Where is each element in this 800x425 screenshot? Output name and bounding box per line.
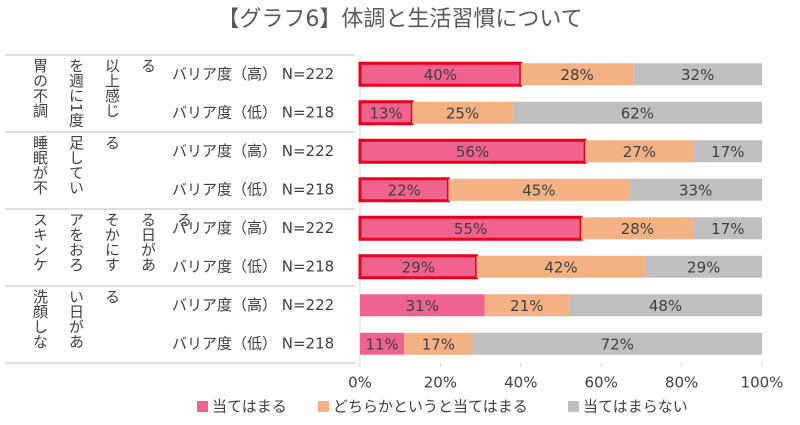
bar <box>360 332 405 355</box>
y-tick-label: バリア度（高） N=222 <box>172 142 334 160</box>
bar <box>476 255 646 278</box>
legend-label: 当てはまる <box>212 398 287 416</box>
x-tick-label: 20% <box>424 374 457 392</box>
value-label: 22% <box>388 181 421 199</box>
legend-label: どちらかというと当てはまる <box>333 398 528 416</box>
value-label: 17% <box>711 143 744 161</box>
value-label: 32% <box>681 66 714 84</box>
bar <box>693 140 762 163</box>
y-tick-label: バリア度（高） N=222 <box>172 65 334 83</box>
y-tick-label: バリア度（高） N=222 <box>172 296 334 314</box>
value-label: 40% <box>424 66 457 84</box>
bar <box>484 294 570 317</box>
bar <box>512 101 762 124</box>
value-label: 25% <box>446 104 479 122</box>
bar <box>448 178 630 201</box>
value-label: 33% <box>679 181 712 199</box>
value-label: 45% <box>522 181 555 199</box>
y-tick-label: バリア度（高） N=222 <box>172 219 334 237</box>
value-label: 31% <box>406 297 439 315</box>
value-label: 28% <box>560 66 593 84</box>
bar <box>412 101 513 124</box>
value-label: 13% <box>369 104 402 122</box>
value-label: 42% <box>544 258 577 276</box>
bar <box>693 217 762 240</box>
legend-swatch <box>197 401 208 412</box>
bar <box>633 63 762 86</box>
value-label: 29% <box>402 258 435 276</box>
x-tick-label: 60% <box>585 374 618 392</box>
legend-swatch <box>318 401 329 412</box>
bar <box>629 178 762 201</box>
bar <box>569 294 762 317</box>
group-label: 睡眠が不足している <box>31 135 121 195</box>
legend-label: 当てはまらない <box>583 398 688 416</box>
y-tick-label: バリア度（低） N=218 <box>172 180 334 198</box>
value-label: 27% <box>623 143 656 161</box>
bar <box>581 217 694 240</box>
bar <box>585 140 694 163</box>
y-tick-label: バリア度（低） N=218 <box>172 257 334 275</box>
value-label: 62% <box>621 104 654 122</box>
y-tick-label: バリア度（低） N=218 <box>172 334 334 352</box>
value-label: 17% <box>711 220 744 238</box>
group-label: スキンケアをおろそかにする日がある <box>31 212 193 272</box>
x-tick-label: 0% <box>348 374 372 392</box>
bar <box>360 294 485 317</box>
value-label: 48% <box>649 297 682 315</box>
value-label: 56% <box>456 143 489 161</box>
value-label: 21% <box>510 297 543 315</box>
bar <box>472 332 762 355</box>
bar <box>404 332 473 355</box>
legend-swatch <box>568 401 579 412</box>
x-tick-label: 40% <box>504 374 537 392</box>
value-label: 28% <box>621 220 654 238</box>
value-label: 11% <box>365 335 398 353</box>
chart-title: 【グラフ6】体調と生活習慣について <box>217 7 582 32</box>
group-label: 洗顔しない日がある <box>31 289 121 349</box>
bar <box>520 63 634 86</box>
value-label: 29% <box>687 258 720 276</box>
value-label: 72% <box>601 335 634 353</box>
bar <box>645 255 762 278</box>
value-label: 17% <box>422 335 455 353</box>
x-tick-label: 100% <box>741 374 784 392</box>
group-label: 胃の不調を週に1度以上感じる <box>31 58 157 128</box>
value-label: 55% <box>454 220 487 238</box>
x-tick-label: 80% <box>665 374 698 392</box>
y-tick-label: バリア度（低） N=218 <box>172 103 334 121</box>
